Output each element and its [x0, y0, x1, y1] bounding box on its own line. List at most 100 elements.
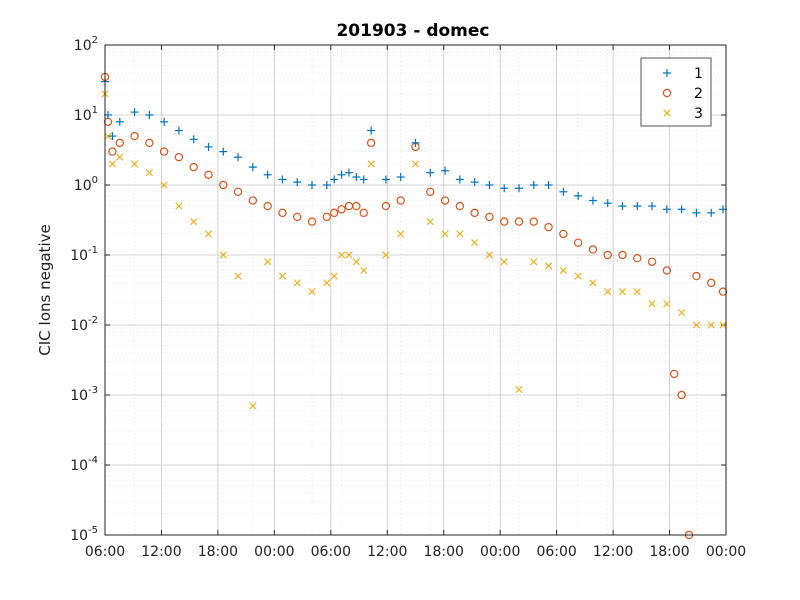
data-point-series-3 [323, 279, 331, 287]
data-point-series-3 [618, 287, 627, 296]
data-point-series-1 [677, 205, 686, 214]
data-point-series-2 [603, 250, 612, 260]
data-point-series-3 [219, 251, 227, 259]
data-point-series-2 [219, 180, 228, 190]
data-point-series-2 [692, 271, 701, 281]
data-point-series-2 [544, 222, 553, 232]
x-tick-label: 18:00 [649, 544, 689, 560]
x-tick-label: 00:00 [254, 544, 294, 560]
data-point-series-1 [344, 168, 353, 177]
y-tick-label: 10-2 [70, 315, 98, 334]
data-points [100, 72, 728, 540]
data-point-series-1 [330, 175, 339, 184]
data-point-series-2 [440, 196, 450, 205]
data-point-series-1 [174, 126, 183, 135]
data-point-series-2 [670, 369, 679, 379]
data-point-series-1 [411, 138, 420, 147]
y-tick-label: 101 [74, 105, 98, 124]
chart-title: 201903 - domec [336, 21, 489, 41]
y-axis-label: CIC Ions negative [36, 224, 54, 355]
data-point-series-3 [308, 287, 316, 296]
data-point-series-2 [647, 257, 657, 266]
legend: 1 2 3 [640, 57, 712, 127]
data-point-series-3 [707, 321, 715, 329]
x-tick-label: 18:00 [424, 544, 464, 560]
data-point-series-3 [397, 230, 405, 238]
data-point-series-2 [633, 254, 642, 263]
data-point-series-1 [115, 117, 124, 126]
data-point-series-2 [485, 212, 494, 222]
data-point-series-3 [264, 258, 272, 266]
data-point-series-2 [278, 208, 287, 218]
data-point-series-2 [174, 152, 184, 162]
data-point-series-3 [360, 266, 368, 275]
data-point-series-3 [530, 258, 538, 266]
data-point-series-1 [544, 181, 553, 189]
data-point-series-3 [426, 217, 434, 226]
data-point-series-3 [108, 160, 117, 168]
x-tick-label: 12:00 [593, 544, 633, 560]
data-point-series-1 [500, 184, 509, 193]
data-point-series-1 [219, 147, 228, 156]
data-point-series-3 [719, 321, 727, 329]
data-point-series-3 [367, 160, 375, 168]
plot-frame [104, 44, 727, 536]
data-point-series-1 [574, 191, 583, 200]
data-point-series-1 [618, 202, 627, 211]
data-point-series-3 [116, 153, 124, 161]
data-point-series-1 [381, 175, 390, 184]
data-point-series-3 [648, 300, 656, 308]
data-point-series-3 [160, 181, 168, 189]
data-point-series-1 [441, 166, 450, 175]
data-point-series-1 [160, 117, 169, 126]
x-tick-label: 06:00 [536, 544, 576, 560]
data-point-series-1 [455, 175, 464, 184]
data-point-series-3 [544, 262, 553, 270]
x-tick-label: 06:00 [311, 544, 351, 560]
data-point-series-2 [426, 187, 435, 196]
legend-label: 1 [694, 66, 703, 82]
data-point-series-1 [367, 126, 376, 135]
data-point-series-2 [359, 208, 368, 218]
legend-box [640, 57, 712, 127]
data-point-series-2 [559, 229, 568, 239]
data-point-series-2 [322, 212, 331, 222]
data-point-series-3 [104, 132, 112, 140]
data-point-series-3 [411, 160, 420, 168]
data-point-series-1 [308, 181, 316, 189]
data-point-series-2 [233, 187, 243, 196]
data-point-series-3 [352, 258, 360, 266]
data-point-series-2 [470, 208, 479, 218]
x-tick-labels: 06:00 12:00 18:00 00:00 06:00 12:00 18:00 00:00… [85, 544, 746, 560]
x-tick-label: 00:00 [480, 544, 520, 560]
data-point-series-3 [456, 230, 464, 238]
x-tick-label: 00:00 [706, 544, 746, 560]
y-tick-label: 102 [74, 35, 98, 54]
data-point-series-3 [249, 402, 257, 410]
data-point-series-1 [559, 187, 568, 196]
data-point-series-1 [359, 175, 368, 184]
data-point-series-2 [381, 201, 391, 211]
data-point-series-1 [529, 181, 538, 189]
data-point-series-3 [515, 385, 523, 394]
legend-marker-1 [663, 69, 671, 77]
data-point-series-2 [707, 278, 716, 288]
data-point-series-2 [396, 196, 405, 205]
data-point-series-1 [470, 178, 479, 187]
data-point-series-1 [293, 178, 302, 187]
data-point-series-1 [322, 181, 331, 189]
data-point-series-3 [175, 202, 183, 210]
data-point-series-3 [130, 160, 139, 168]
data-point-series-3 [663, 300, 671, 308]
data-point-series-3 [382, 251, 390, 259]
data-point-series-2 [455, 201, 465, 211]
y-tick-label: 10-1 [70, 245, 98, 264]
data-point-series-2 [618, 250, 627, 260]
data-point-series-3 [633, 287, 641, 296]
data-point-series-3 [345, 251, 353, 259]
data-point-series-3 [589, 279, 597, 287]
data-point-series-2 [337, 205, 346, 214]
data-point-series-3 [234, 272, 242, 280]
data-point-series-2 [329, 208, 339, 218]
